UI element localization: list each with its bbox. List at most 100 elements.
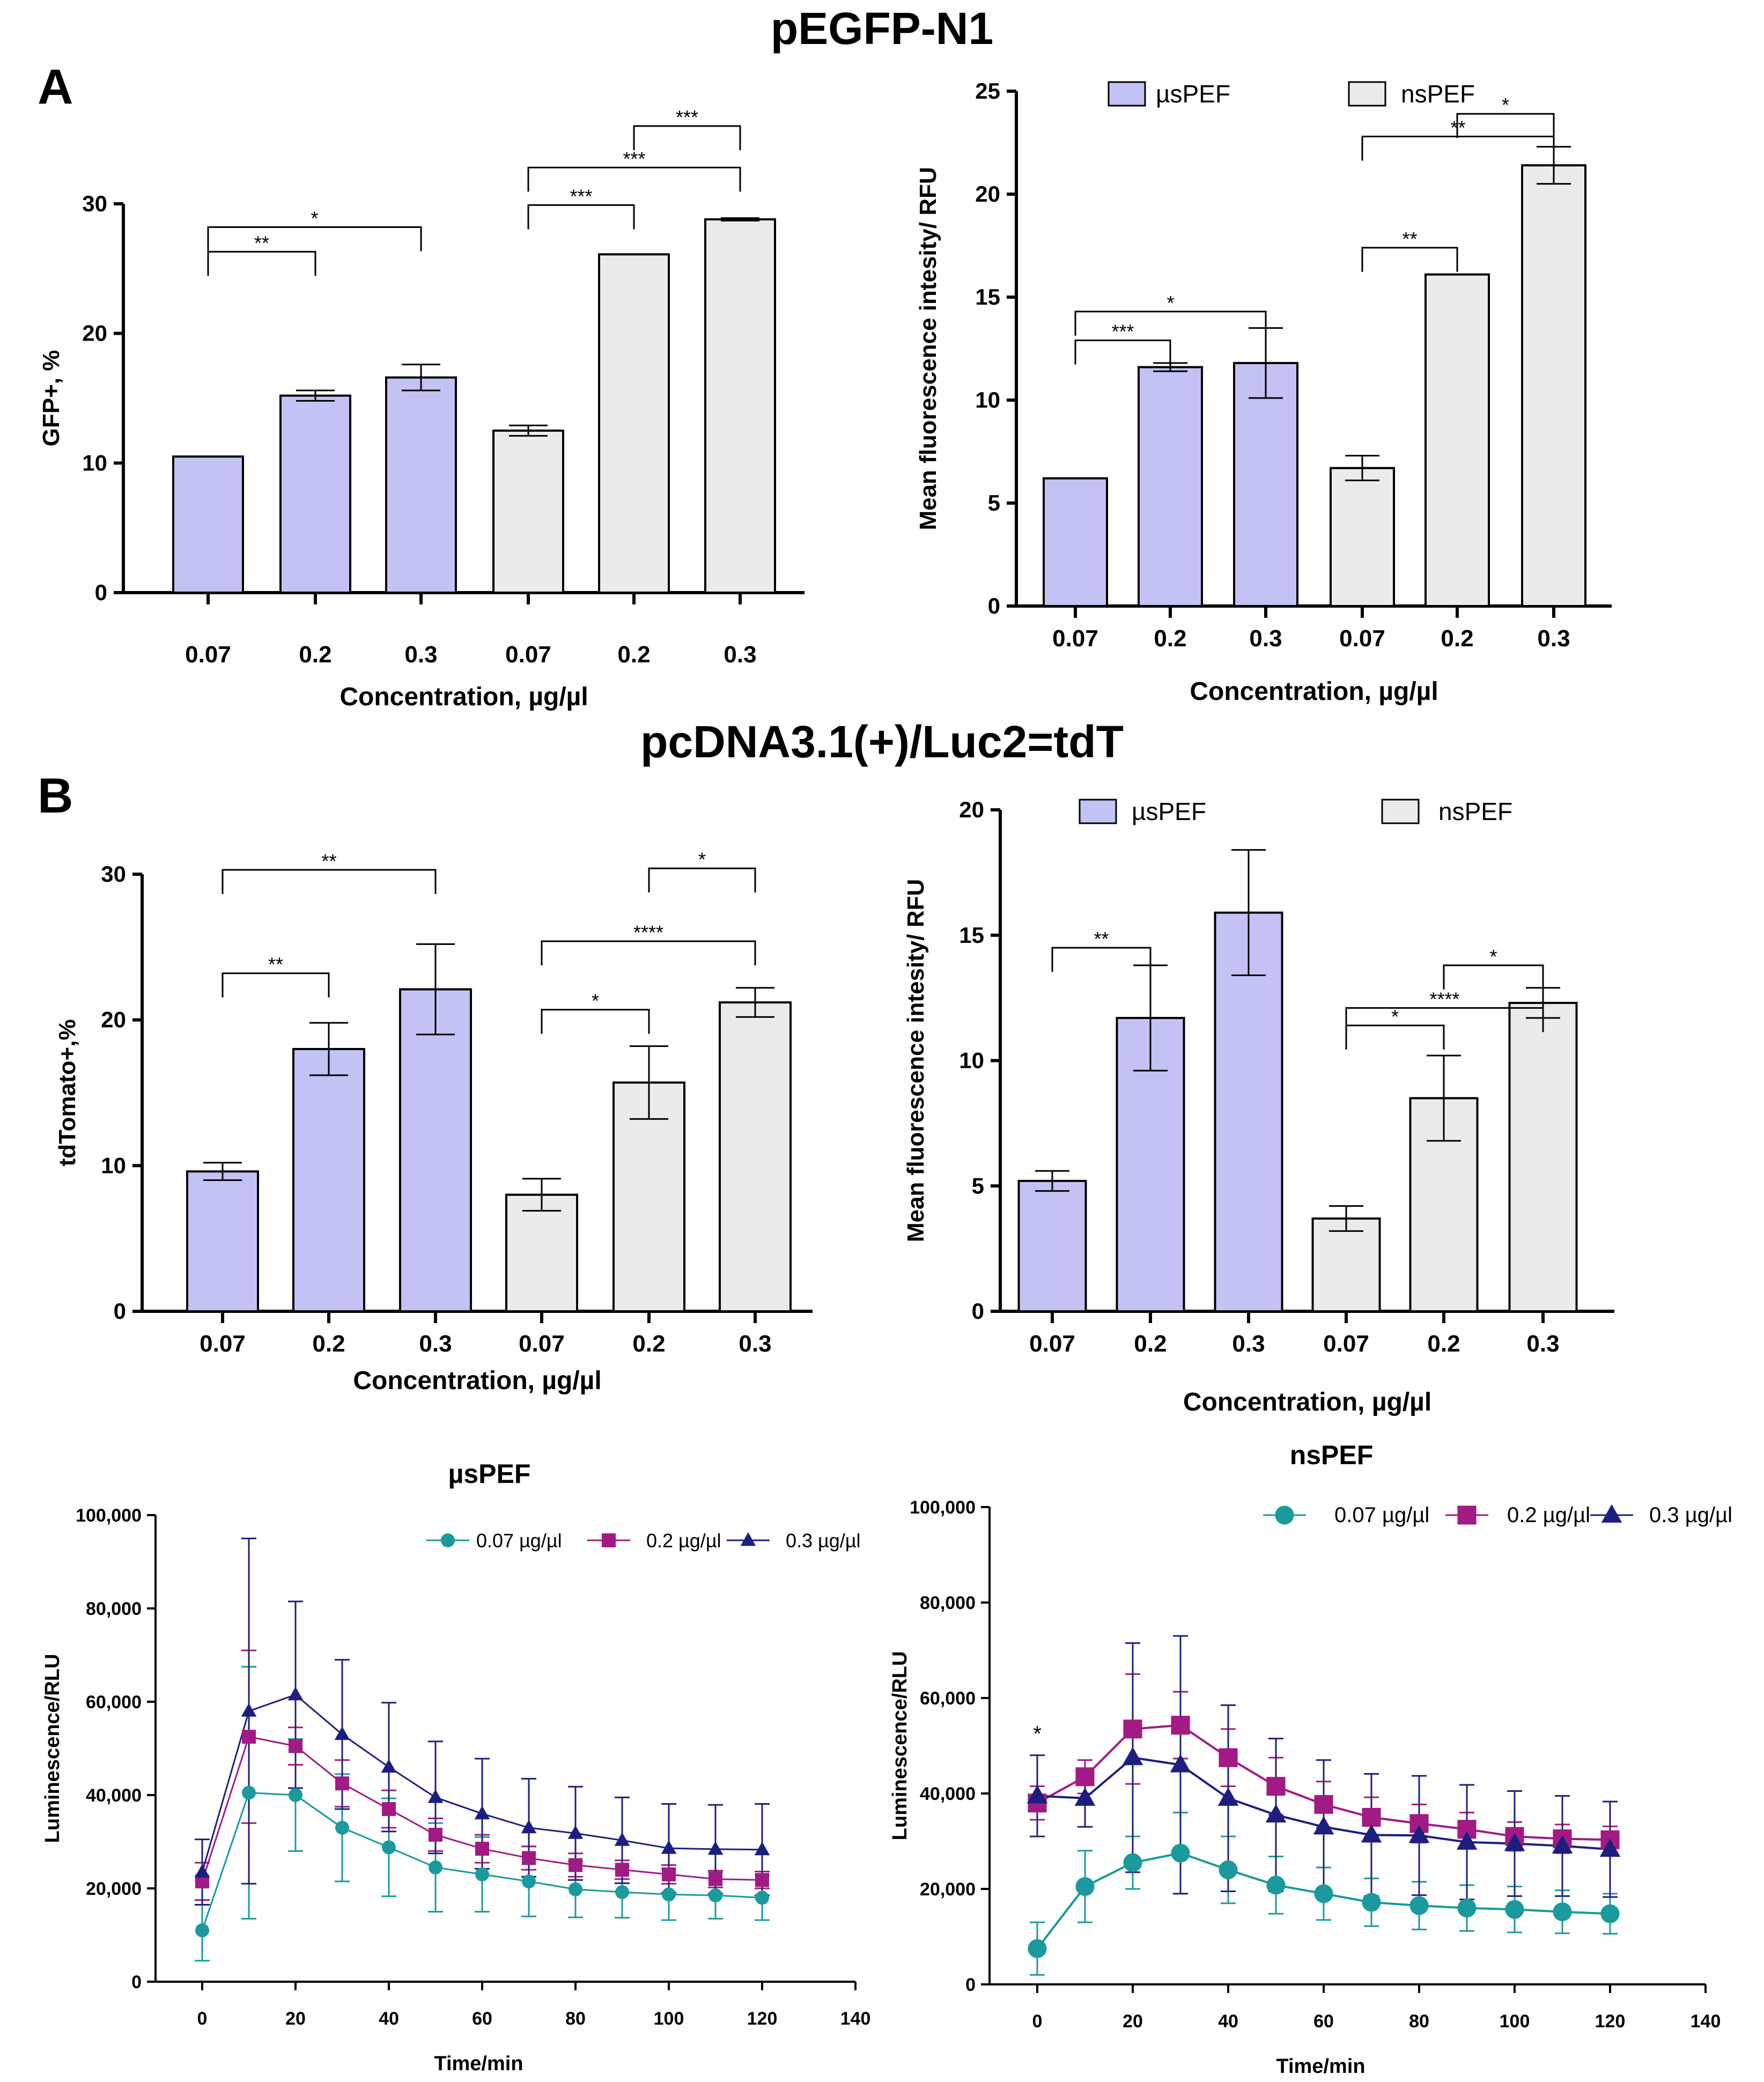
marker-square bbox=[522, 1851, 536, 1865]
y-tick-label: 80,000 bbox=[920, 1593, 976, 1613]
marker-circle bbox=[1505, 1900, 1524, 1919]
bar-ns-0.2 bbox=[612, 1081, 685, 1312]
x-axis-title: Concentration, µg/µl bbox=[1190, 677, 1438, 706]
bar-ns-0.2 bbox=[1425, 273, 1490, 607]
marker-circle bbox=[1600, 1904, 1620, 1923]
marker-triangle bbox=[334, 1726, 350, 1740]
marker-square bbox=[335, 1776, 349, 1791]
bar-us-0.07 bbox=[186, 1170, 259, 1312]
legend-label-ns: nsPEF bbox=[1401, 80, 1475, 108]
marker-circle bbox=[289, 1788, 302, 1802]
y-tick-label: 5 bbox=[972, 1173, 984, 1198]
bar-ns-0.2 bbox=[598, 253, 670, 594]
legend-swatch-us bbox=[1079, 799, 1117, 824]
x-tick-label: 0.3 bbox=[404, 641, 437, 668]
x-tick-label: 20 bbox=[1123, 2011, 1143, 2032]
marker-square bbox=[289, 1739, 302, 1753]
y-tick-label: 15 bbox=[959, 922, 984, 948]
significance-bracket bbox=[207, 250, 316, 276]
x-tick-label: 0.07 bbox=[1339, 625, 1385, 652]
significance-label: * bbox=[1167, 292, 1174, 314]
significance-bracket bbox=[207, 226, 422, 252]
x-tick-label: 0.2 bbox=[632, 1331, 665, 1357]
legend-label-ns: nsPEF bbox=[1438, 798, 1512, 825]
significance-bracket bbox=[1456, 113, 1555, 138]
marker-circle bbox=[242, 1785, 256, 1800]
bar-ns-0.3 bbox=[704, 218, 776, 594]
marker-triangle bbox=[740, 1532, 756, 1546]
marker-triangle bbox=[754, 1841, 770, 1856]
significance-bracket bbox=[1074, 311, 1267, 336]
legend-label-teal: 0.07 µg/µl bbox=[476, 1530, 562, 1552]
x-tick-label: 0.2 bbox=[1154, 625, 1186, 652]
marker-circle bbox=[195, 1923, 209, 1938]
significance-bracket bbox=[222, 869, 437, 894]
x-tick-label: 0.3 bbox=[1526, 1331, 1559, 1357]
x-tick-label: 40 bbox=[1218, 2011, 1238, 2032]
significance-label: * bbox=[1502, 94, 1509, 116]
bar-us-0.3 bbox=[385, 376, 457, 594]
panel-label-a: A bbox=[38, 60, 73, 114]
marker-circle bbox=[382, 1840, 396, 1855]
marker-triangle bbox=[1601, 1504, 1622, 1523]
marker-square bbox=[602, 1533, 616, 1547]
marker-circle bbox=[1028, 1939, 1047, 1958]
y-axis-title: Luminescence/RLU bbox=[889, 1651, 911, 1841]
y-tick-label: 10 bbox=[975, 387, 1000, 412]
x-tick-label: 140 bbox=[840, 2009, 871, 2029]
legend-label-magenta: 0.2 µg/µl bbox=[1507, 1503, 1590, 1527]
bar-ns-0.07 bbox=[1330, 467, 1395, 607]
x-tick-label: 0.07 bbox=[1052, 625, 1098, 652]
significance-label: * bbox=[592, 990, 599, 1012]
bar-ns-0.3 bbox=[1508, 1001, 1578, 1312]
x-tick-label: 0.07 bbox=[185, 641, 231, 668]
x-tick-label: 0.2 bbox=[299, 641, 331, 668]
marker-triangle bbox=[1074, 1787, 1096, 1806]
marker-circle bbox=[441, 1533, 455, 1547]
x-tick-label: 100 bbox=[1500, 2011, 1530, 2032]
y-axis-title: Mean fluorescence intesity/ RFU bbox=[915, 167, 941, 530]
x-tick-label: 0.07 bbox=[519, 1331, 565, 1357]
x-tick-label: 0 bbox=[197, 2009, 208, 2029]
significance-bracket bbox=[1345, 1007, 1544, 1032]
significance-label: * bbox=[1489, 946, 1497, 968]
x-tick-label: 0.2 bbox=[1427, 1331, 1460, 1357]
y-axis-title: Mean fluorescence intesity/ RFU bbox=[903, 879, 929, 1242]
marker-circle bbox=[1409, 1896, 1429, 1915]
x-tick-label: 40 bbox=[379, 2009, 399, 2029]
marker-square bbox=[708, 1872, 722, 1886]
y-tick-label: 80,000 bbox=[86, 1599, 142, 1619]
x-tick-label: 80 bbox=[1409, 2011, 1429, 2032]
marker-triangle bbox=[381, 1759, 397, 1773]
legend-label-us: µsPEF bbox=[1156, 80, 1230, 108]
bar-us-0.2 bbox=[279, 394, 351, 594]
marker-triangle bbox=[1599, 1838, 1621, 1857]
marker-triangle bbox=[521, 1819, 537, 1834]
marker-square bbox=[755, 1873, 769, 1887]
significance-bracket bbox=[1443, 964, 1544, 990]
significance-label: ** bbox=[321, 850, 336, 872]
bar-ns-0.07 bbox=[1311, 1217, 1381, 1312]
marker-triangle bbox=[614, 1832, 630, 1846]
marker-square bbox=[242, 1730, 256, 1744]
marker-circle bbox=[1275, 1505, 1294, 1525]
significance-label: *** bbox=[623, 147, 645, 169]
marker-triangle bbox=[1313, 1816, 1334, 1835]
x-tick-label: 0.2 bbox=[1134, 1331, 1167, 1357]
y-tick-label: 0 bbox=[114, 1298, 126, 1324]
marker-triangle bbox=[707, 1841, 724, 1855]
significance-label: ** bbox=[254, 232, 269, 254]
marker-square bbox=[1266, 1777, 1286, 1796]
significance-bracket bbox=[541, 940, 756, 965]
x-axis-title: Concentration, µg/µl bbox=[1183, 1388, 1431, 1416]
legend-label-navy: 0.3 µg/µl bbox=[1649, 1503, 1732, 1527]
marker-square bbox=[1457, 1505, 1477, 1525]
y-tick-label: 40,000 bbox=[920, 1784, 976, 1804]
y-axis-title: tdTomato+,% bbox=[54, 1019, 80, 1166]
legend-swatch-ns bbox=[1348, 81, 1386, 107]
significance-bracket bbox=[1361, 247, 1458, 272]
marker-triangle bbox=[1408, 1825, 1430, 1843]
significance-bracket bbox=[1345, 1024, 1445, 1050]
